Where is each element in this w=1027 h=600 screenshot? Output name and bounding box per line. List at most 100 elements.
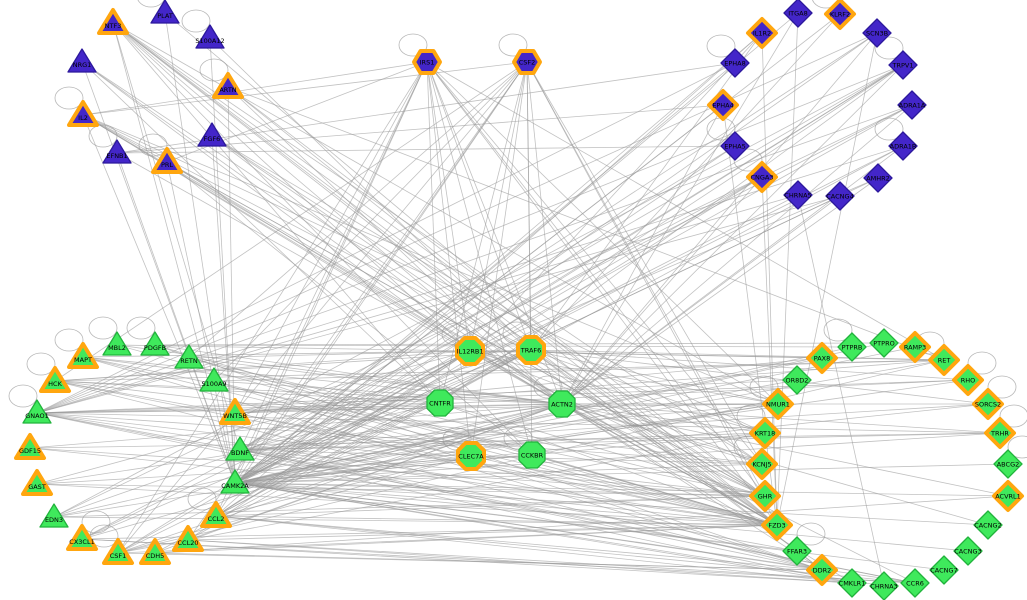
node-shape-GNAO1[interactable] [22, 399, 52, 424]
node-CACNG7[interactable]: CACNG7 [929, 555, 959, 585]
node-shape-SCN3B[interactable] [862, 18, 892, 48]
node-ADRA1B[interactable]: ADRA1B [888, 131, 918, 161]
node-CX3CL1[interactable]: CX3CL1 [66, 524, 98, 551]
node-shape-CNTFR[interactable] [426, 389, 454, 417]
node-shape-CCL20[interactable] [172, 525, 204, 552]
node-shape-RETN[interactable] [174, 344, 204, 369]
node-shape-ADRA1B[interactable] [888, 131, 918, 161]
node-GNAO1[interactable]: GNAO1 [22, 399, 52, 424]
node-shape-IL2[interactable] [67, 100, 99, 127]
node-shape-EPHA8[interactable] [720, 48, 750, 78]
node-shape-AMHR2[interactable] [863, 163, 893, 193]
node-shape-ADRA1A[interactable] [897, 90, 927, 120]
node-shape-CSF1[interactable] [102, 538, 134, 565]
node-shape-CCKBR[interactable] [518, 441, 546, 469]
node-SORCS2[interactable]: SORCS2 [972, 388, 1004, 420]
node-shape-CDH5[interactable] [139, 538, 171, 565]
node-RET[interactable]: RET [928, 344, 960, 376]
node-CNTFR[interactable]: CNTFR [426, 389, 454, 417]
node-shape-CHRNA5[interactable] [783, 180, 813, 210]
node-shape-EDN3[interactable] [39, 503, 69, 528]
node-shape-CLEC7A[interactable] [456, 441, 486, 471]
node-shape-PTPRO[interactable] [869, 328, 899, 358]
node-shape-ITGA8[interactable] [783, 0, 813, 28]
node-shape-CAMK2A[interactable] [220, 469, 250, 494]
node-CSF2[interactable]: CSF2 [512, 49, 542, 75]
node-shape-OR8D2[interactable] [782, 365, 812, 395]
node-CACNG2[interactable]: CACNG2 [973, 510, 1003, 540]
node-shape-CNGA3[interactable] [746, 161, 778, 193]
node-shape-IL12RB1[interactable] [455, 336, 485, 366]
node-shape-MBL2[interactable] [102, 331, 132, 356]
node-shape-CHRNA3[interactable] [869, 571, 899, 600]
node-GDF15[interactable]: GDF15 [14, 433, 46, 460]
node-shape-ABCG2[interactable] [993, 449, 1023, 479]
node-shape-WNT5B[interactable] [219, 398, 251, 425]
node-CCKBR[interactable]: CCKBR [518, 441, 546, 469]
node-PLAT[interactable]: PLAT [150, 0, 180, 24]
node-shape-CACNG3[interactable] [953, 536, 983, 566]
node-TRAF6[interactable]: TRAF6 [516, 335, 546, 365]
node-S100A12[interactable]: S100A12 [195, 24, 225, 49]
node-shape-RAMP3[interactable] [899, 331, 931, 363]
node-ARTN[interactable]: ARTN [212, 72, 244, 99]
node-shape-PDGFB[interactable] [140, 331, 170, 356]
node-shape-S100A12[interactable] [195, 24, 225, 49]
node-KLRF2[interactable]: KLRF2 [824, 0, 856, 30]
node-IL1R2[interactable]: IL1R2 [746, 17, 778, 49]
node-shape-PTPRB[interactable] [837, 332, 867, 362]
node-shape-TRPV1[interactable] [888, 50, 918, 80]
node-SCN3B[interactable]: SCN3B [862, 18, 892, 48]
node-shape-RHO[interactable] [952, 364, 984, 396]
node-shape-NTF3[interactable] [97, 8, 129, 35]
node-shape-NMUR1[interactable] [762, 388, 794, 420]
node-ITGA8[interactable]: ITGA8 [783, 0, 813, 28]
node-shape-CACNG2[interactable] [973, 510, 1003, 540]
node-HCK[interactable]: HCK [39, 366, 71, 393]
node-EPHA4[interactable]: EPHA4 [707, 89, 739, 121]
node-shape-CCL2[interactable] [200, 501, 232, 528]
node-shape-GHR[interactable] [749, 480, 781, 512]
node-shape-NRG1[interactable] [67, 48, 97, 73]
node-shape-TRAF6[interactable] [516, 335, 546, 365]
node-shape-PAX8[interactable] [806, 342, 838, 374]
node-shape-ACTN2[interactable] [548, 390, 576, 418]
node-shape-FGF6[interactable] [197, 122, 227, 147]
node-shape-ARTN[interactable] [212, 72, 244, 99]
node-NTF3[interactable]: NTF3 [97, 8, 129, 35]
node-KCNJ5[interactable]: KCNJ5 [746, 448, 778, 480]
node-CHRNA3[interactable]: CHRNA3 [869, 571, 899, 600]
node-shape-EFNB1[interactable] [102, 139, 132, 164]
node-shape-CMKLR1[interactable] [837, 568, 867, 598]
node-shape-HCK[interactable] [39, 366, 71, 393]
node-shape-TRHR[interactable] [984, 417, 1016, 449]
node-RHO[interactable]: RHO [952, 364, 984, 396]
node-shape-ACVRL1[interactable] [992, 480, 1024, 512]
node-shape-CSF2[interactable] [512, 49, 542, 75]
node-shape-GDF15[interactable] [14, 433, 46, 460]
node-shape-EPHA5[interactable] [720, 131, 750, 161]
node-PDGFB[interactable]: PDGFB [140, 331, 170, 356]
node-shape-PRL[interactable] [151, 147, 183, 174]
node-shape-IRS1[interactable] [412, 49, 442, 75]
node-shape-CACNG7[interactable] [929, 555, 959, 585]
node-shape-BDNF[interactable] [225, 436, 255, 461]
node-shape-FZD3[interactable] [761, 509, 793, 541]
node-ABCG2[interactable]: ABCG2 [993, 449, 1023, 479]
node-shape-GAST[interactable] [21, 469, 53, 496]
node-shape-CACNG4[interactable] [825, 181, 855, 211]
node-CMKLR1[interactable]: CMKLR1 [837, 568, 867, 598]
node-shape-KRT18[interactable] [749, 417, 781, 449]
node-shape-EPHA4[interactable] [707, 89, 739, 121]
node-CLEC7A[interactable]: CLEC7A [456, 441, 486, 471]
node-CCR6[interactable]: CCR6 [900, 568, 930, 598]
node-CACNG3[interactable]: CACNG3 [953, 536, 983, 566]
node-shape-S100A9[interactable] [199, 367, 229, 392]
node-shape-PLAT[interactable] [150, 0, 180, 24]
node-FFAR3[interactable]: FFAR3 [782, 536, 812, 566]
node-shape-SORCS2[interactable] [972, 388, 1004, 420]
node-shape-FFAR3[interactable] [782, 536, 812, 566]
node-NRG1[interactable]: NRG1 [67, 48, 97, 73]
node-shape-MAPT[interactable] [67, 342, 99, 369]
